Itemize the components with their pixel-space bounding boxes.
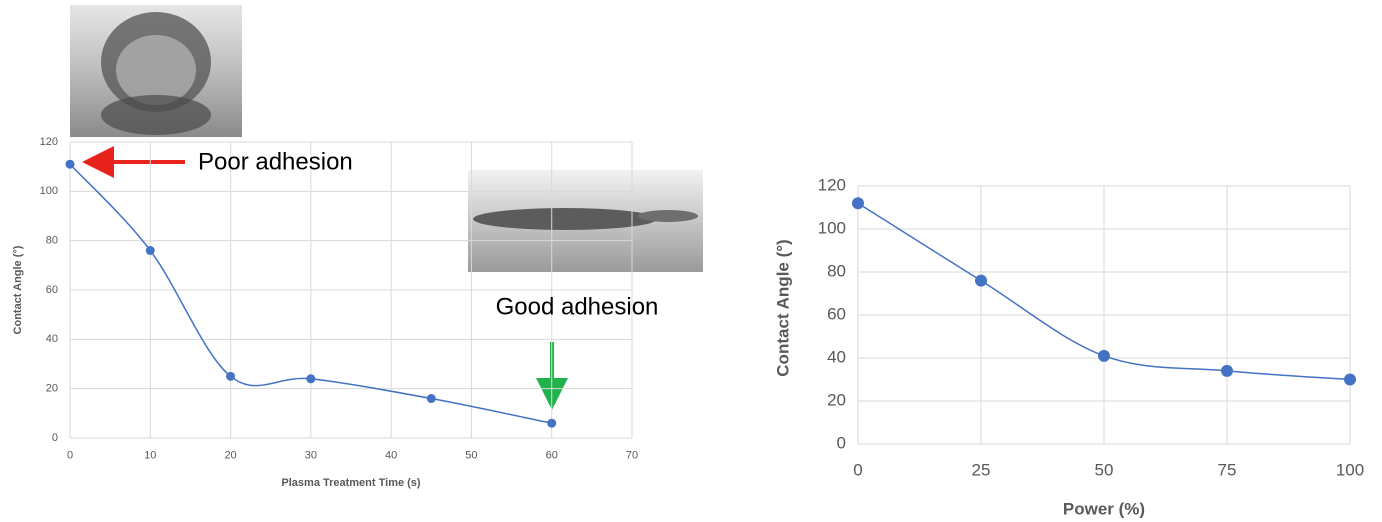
droplet-photo-good xyxy=(468,170,703,272)
x-tick-label: 50 xyxy=(465,450,477,462)
point xyxy=(226,372,235,381)
point xyxy=(146,246,155,255)
annotation: Good adhesion xyxy=(496,293,659,320)
x-tick-label: 0 xyxy=(853,461,862,480)
x-tick-label: 75 xyxy=(1218,461,1237,480)
y-tick-label: 60 xyxy=(827,304,846,323)
annotation: Poor adhesion xyxy=(198,148,353,175)
x-tick-label: 20 xyxy=(224,450,236,462)
point xyxy=(306,374,315,383)
point xyxy=(547,419,556,428)
figure: 0 20 40 60 80 100 120 0 10 20 30 40 50 60 70 Contact An… xyxy=(0,0,1382,522)
x-tick-label: 25 xyxy=(972,461,991,480)
y-axis-title: Contact Angle (°) xyxy=(12,245,24,334)
x-tick-label: 10 xyxy=(144,450,156,462)
x-tick-label: 0 xyxy=(67,450,73,462)
point xyxy=(852,197,864,209)
y-tick-label: 40 xyxy=(827,347,846,366)
y-tick-label: 80 xyxy=(827,261,846,280)
y-tick-label: 0 xyxy=(837,433,846,452)
x-tick-label: 70 xyxy=(626,450,638,462)
droplet-photo-poor xyxy=(70,5,242,137)
chart: 0 20 40 60 80 100 120 0 25 50 75 100 Contact Angle (… xyxy=(773,175,1364,518)
y-tick-label: 0 xyxy=(52,432,58,444)
y-tick-label: 100 xyxy=(40,185,58,197)
x-axis-title: Plasma Treatment Time (s) xyxy=(281,477,421,489)
x-tick-label: 30 xyxy=(305,450,317,462)
x-tick-label: 50 xyxy=(1095,461,1114,480)
y-axis-title: Contact Angle (°) xyxy=(773,239,792,376)
point xyxy=(975,275,987,287)
y-tick-label: 60 xyxy=(46,284,58,296)
x-tick-label: 100 xyxy=(1336,461,1364,480)
y-tick-label: 80 xyxy=(46,235,58,247)
y-tick-label: 120 xyxy=(818,175,846,194)
y-tick-label: 20 xyxy=(46,383,58,395)
x-tick-label: 40 xyxy=(385,450,397,462)
point xyxy=(1344,374,1356,386)
point xyxy=(1221,365,1233,377)
x-axis-title: Power (%) xyxy=(1063,499,1145,518)
point xyxy=(1098,350,1110,362)
y-tick-label: 120 xyxy=(40,136,58,148)
point xyxy=(427,394,436,403)
point xyxy=(66,160,75,169)
y-tick-label: 20 xyxy=(827,390,846,409)
y-tick-label: 100 xyxy=(818,218,846,237)
x-tick-label: 60 xyxy=(546,450,558,462)
y-tick-label: 40 xyxy=(46,333,58,345)
